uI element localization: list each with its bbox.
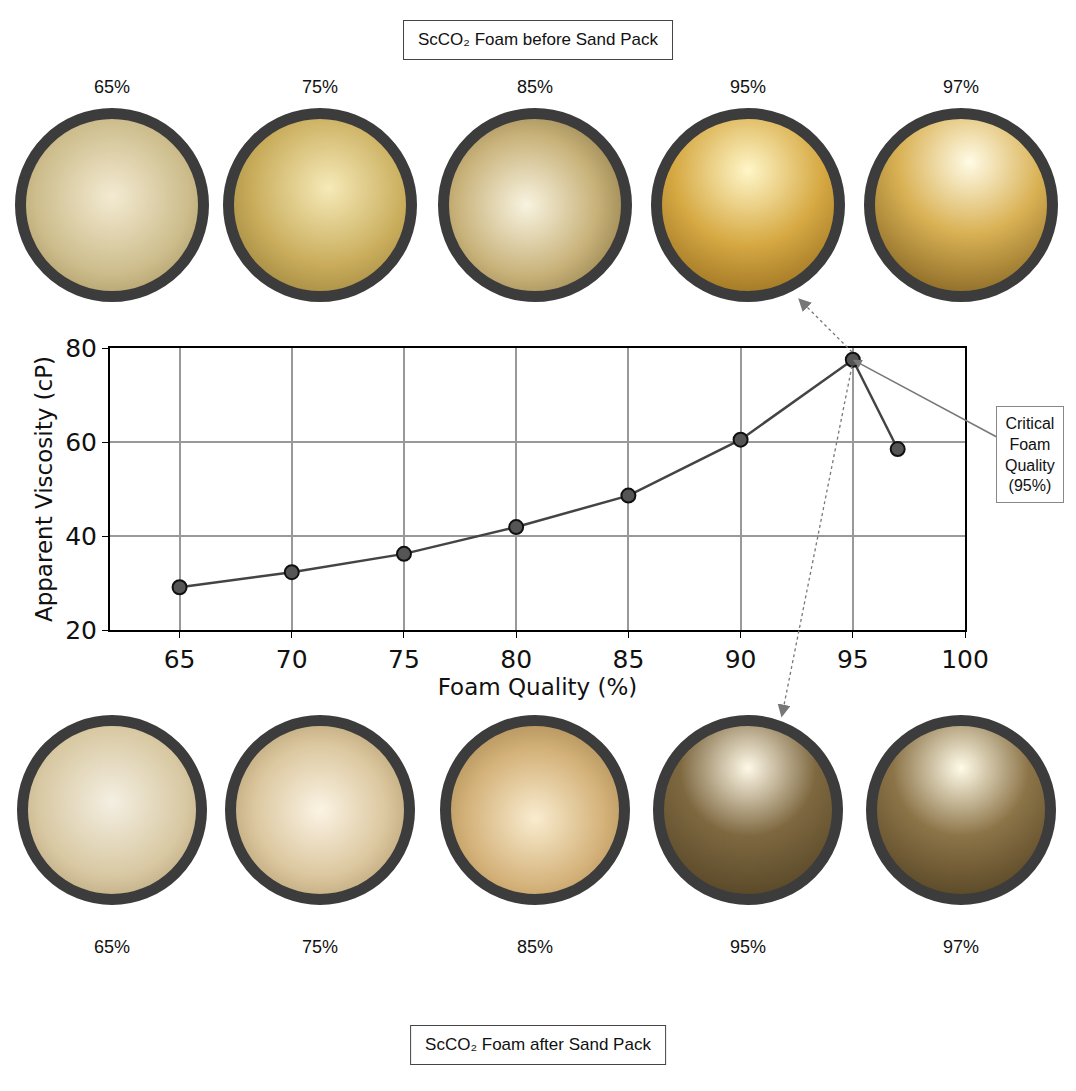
- html-text:85%: 85%: [517, 937, 553, 957]
- svg-text:80: 80: [500, 645, 532, 674]
- svg-text:95: 95: [837, 645, 869, 674]
- svg-text:Foam Quality (%): Foam Quality (%): [438, 674, 638, 700]
- html-text:75%: 75%: [302, 77, 338, 97]
- html-text:75%: 75%: [302, 937, 338, 957]
- svg-text:100: 100: [941, 645, 989, 674]
- svg-text:65: 65: [164, 645, 196, 674]
- html-text:85%: 85%: [517, 77, 553, 97]
- svg-text:20: 20: [65, 616, 97, 645]
- svg-text:75: 75: [388, 645, 420, 674]
- html-text:65%: 65%: [94, 77, 130, 97]
- svg-text:40: 40: [65, 522, 97, 551]
- svg-text:CriticalFoamQuality(95%): CriticalFoamQuality(95%): [1005, 415, 1055, 494]
- svg-text:90: 90: [725, 645, 757, 674]
- html-text:97%: 97%: [943, 77, 979, 97]
- html-text:ScCO₂ Foam before Sand Pack: ScCO₂ Foam before Sand Pack: [418, 30, 658, 49]
- html-text:95%: 95%: [730, 937, 766, 957]
- svg-text:60: 60: [65, 428, 97, 457]
- html-text:ScCO₂ Foam after Sand Pack: ScCO₂ Foam after Sand Pack: [425, 1035, 651, 1054]
- svg-text:85: 85: [612, 645, 644, 674]
- svg-text:80: 80: [65, 334, 97, 363]
- svg-text:Apparent Viscosity (cP): Apparent Viscosity (cP): [31, 356, 57, 622]
- html-text:95%: 95%: [730, 77, 766, 97]
- html-text:97%: 97%: [943, 937, 979, 957]
- svg-text:70: 70: [276, 645, 308, 674]
- html-text:65%: 65%: [94, 937, 130, 957]
